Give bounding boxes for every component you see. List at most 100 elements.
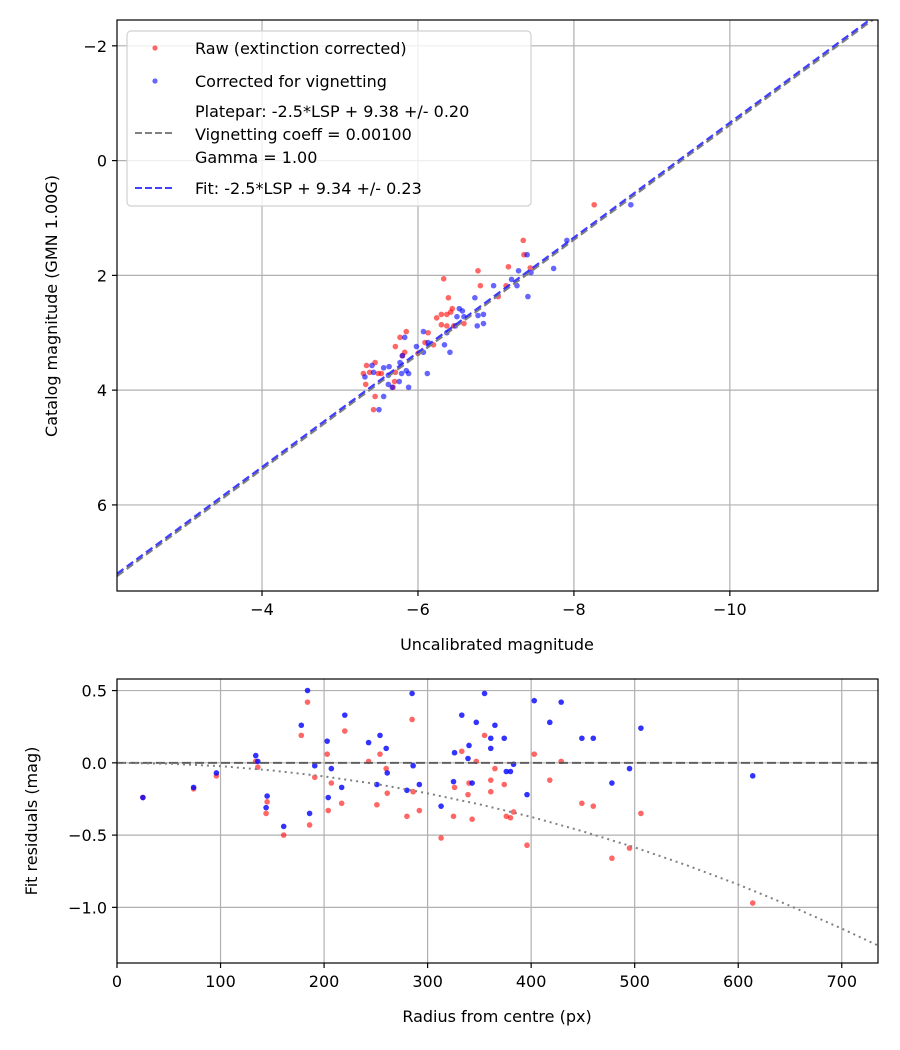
corrected-point xyxy=(628,201,634,208)
raw-residual-point xyxy=(341,728,348,734)
raw-residual-point xyxy=(524,842,530,849)
legend: Raw (extinction corrected) Corrected for… xyxy=(126,30,532,207)
corrected-residual-point xyxy=(450,778,457,785)
corrected-residual-point xyxy=(531,697,538,704)
corrected-residual-point xyxy=(384,770,391,776)
raw-residual-point xyxy=(416,807,423,814)
corrected-residual-point xyxy=(749,773,756,779)
bottom-x-tick-label: 300 xyxy=(412,972,443,991)
raw-residual-point xyxy=(325,807,332,814)
corrected-residual-point xyxy=(458,712,465,718)
corrected-residual-point xyxy=(466,742,472,749)
platepar-line xyxy=(117,20,875,577)
raw-residual-point xyxy=(438,835,444,841)
corrected-point xyxy=(480,320,487,327)
corrected-residual-point xyxy=(377,732,383,739)
raw-residual-point xyxy=(298,732,305,739)
raw-point xyxy=(477,282,484,289)
raw-residual-point xyxy=(450,813,457,820)
legend-box xyxy=(126,30,532,207)
corrected-residual-point xyxy=(213,770,220,776)
corrected-residual-point xyxy=(383,745,389,752)
corrected-residual-point xyxy=(410,762,416,769)
top-y-tick-label: 6 xyxy=(97,496,107,515)
legend-corrected-label: Corrected for vignetting xyxy=(195,72,387,91)
raw-residual-point xyxy=(338,800,345,807)
corrected-point xyxy=(401,334,408,341)
corrected-point xyxy=(405,370,412,377)
corrected-residual-point xyxy=(579,735,585,742)
top-y-tick-label: 4 xyxy=(97,381,107,400)
raw-residual-point xyxy=(304,699,311,705)
corrected-residual-point xyxy=(263,804,269,811)
raw-point xyxy=(520,237,527,244)
legend-vignetting-label: Vignetting coeff = 0.00100 xyxy=(195,125,412,144)
raw-residual-point xyxy=(579,800,585,807)
corrected-residual-point xyxy=(304,687,311,694)
raw-residual-point xyxy=(280,832,287,838)
bottom-x-axis-label: Radius from centre (px) xyxy=(402,1007,591,1026)
corrected-point xyxy=(396,378,403,385)
fit-line xyxy=(117,20,872,575)
corrected-residual-point xyxy=(325,794,332,801)
raw-residual-point xyxy=(487,788,494,795)
bottom-x-tick-label: 700 xyxy=(826,972,857,991)
raw-residual-point xyxy=(404,813,410,820)
corrected-residual-point xyxy=(492,722,498,729)
corrected-point xyxy=(480,311,487,318)
raw-point xyxy=(362,381,369,388)
top-y-axis-label: Catalog magnitude (GMN 1.00G) xyxy=(42,175,61,437)
top-plot-area xyxy=(117,20,875,577)
corrected-point xyxy=(564,237,570,244)
corrected-residual-point xyxy=(416,781,423,788)
corrected-residual-point xyxy=(338,784,345,791)
top-x-tick-label: −6 xyxy=(406,600,430,619)
corrected-point xyxy=(389,384,396,391)
raw-residual-point xyxy=(501,781,508,788)
corrected-residual-point xyxy=(465,755,471,762)
corrected-point xyxy=(490,282,497,289)
raw-point xyxy=(475,267,481,274)
raw-point xyxy=(505,263,512,270)
raw-residual-point xyxy=(609,855,615,862)
corrected-point xyxy=(420,328,427,335)
corrected-point xyxy=(362,374,368,380)
raw-residual-point xyxy=(263,810,269,817)
corrected-point xyxy=(413,343,420,350)
raw-residual-point xyxy=(384,790,391,796)
corrected-residual-point xyxy=(473,719,480,726)
raw-point xyxy=(370,406,377,413)
raw-residual-point xyxy=(469,816,475,822)
corrected-residual-point xyxy=(280,823,287,830)
raw-residual-point xyxy=(374,801,380,808)
corrected-residual-point xyxy=(311,762,318,769)
corrected-residual-point xyxy=(487,735,494,742)
bottom-y-tick-label: −0.5 xyxy=(68,826,107,845)
corrected-residual-point xyxy=(140,794,146,801)
bottom-y-tick-label: −1.0 xyxy=(68,898,107,917)
corrected-residual-point xyxy=(507,768,514,775)
raw-point xyxy=(444,311,450,318)
corrected-residual-point xyxy=(546,719,553,726)
corrected-residual-point xyxy=(306,810,313,817)
top-y-tick-label: 0 xyxy=(97,152,107,171)
corrected-residual-point xyxy=(255,758,261,765)
top-x-axis-label: Uncalibrated magnitude xyxy=(400,635,594,654)
corrected-point xyxy=(398,370,405,377)
top-y-tick-label: −2 xyxy=(83,37,107,56)
raw-residual-point xyxy=(410,788,416,795)
raw-residual-point xyxy=(749,900,756,906)
raw-residual-point xyxy=(409,716,415,723)
corrected-residual-point xyxy=(404,787,410,794)
raw-residual-point xyxy=(465,791,471,798)
bottom-x-tick-label: 0 xyxy=(112,972,122,991)
corrected-residual-point xyxy=(252,752,259,759)
bottom-y-tick-label: 0.5 xyxy=(82,682,107,701)
bottom-y-axis-label: Fit residuals (mag) xyxy=(22,747,41,896)
raw-point xyxy=(392,343,399,350)
corrected-residual-point xyxy=(264,793,270,799)
corrected-residual-point xyxy=(469,780,475,786)
raw-point xyxy=(438,311,445,318)
bottom-x-tick-label: 100 xyxy=(205,972,236,991)
top-x-tick-label: −8 xyxy=(562,600,586,619)
